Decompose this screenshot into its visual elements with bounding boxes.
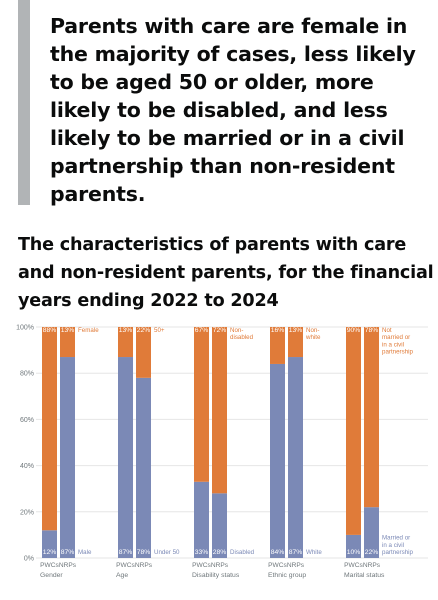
data-label-bottom: 12%	[43, 549, 57, 556]
bar-segment-disabled	[194, 481, 209, 558]
x-category-label: PWCs	[40, 562, 59, 569]
y-tick-label: 0%	[24, 556, 34, 563]
data-label-bottom: 87%	[289, 549, 303, 556]
x-category-label: NRPs	[135, 562, 153, 569]
chart-title: The characteristics of parents with care…	[18, 235, 434, 311]
data-label-bottom: 22%	[365, 549, 379, 556]
bar-segment-male	[60, 357, 75, 558]
x-category-label: PWCs	[268, 562, 287, 569]
x-category-label: PWCs	[344, 562, 363, 569]
x-category-label: NRPs	[59, 562, 77, 569]
bar-segment-married-or-in-a-civil-partnership	[346, 534, 361, 558]
bar-segment-female	[60, 327, 75, 358]
bar-segment-married-or-in-a-civil-partnership	[364, 507, 379, 558]
data-label-top: 90%	[347, 327, 361, 334]
bar-segment-not-married-or-in-a-civil-partnership	[364, 327, 379, 508]
bar-segment-female	[42, 327, 57, 531]
bar-segment-non-white	[288, 327, 303, 358]
stacked-bar-chart: 0%20%40%60%80%100% 88%12%PWCs13%87%NRPsGe…	[16, 325, 428, 579]
bar-segment-non-white	[270, 327, 285, 364]
data-label-top: 72%	[213, 327, 227, 334]
data-label-top: 13%	[119, 327, 133, 334]
x-category-label: PWCs	[116, 562, 135, 569]
callout-bar	[18, 0, 30, 205]
series-label-bottom: Male	[78, 549, 92, 556]
x-category-label: PWCs	[192, 562, 211, 569]
bar-segment-male	[42, 530, 57, 558]
series-label-top: Non-disabled	[230, 327, 254, 341]
data-label-bottom: 28%	[213, 549, 227, 556]
x-group-label: Gender	[40, 572, 63, 579]
bar-segment-disabled	[212, 493, 227, 558]
data-label-bottom: 84%	[271, 549, 285, 556]
series-label-top: Not married or in a civil partnership	[382, 327, 414, 356]
y-tick-label: 40%	[20, 463, 34, 470]
data-label-bottom: 78%	[137, 549, 151, 556]
bar-segment-under-50	[118, 357, 133, 558]
bar-segment-50-	[118, 327, 133, 358]
data-label-top: 13%	[61, 327, 75, 334]
y-tick-label: 100%	[16, 325, 34, 332]
bar-segment-not-married-or-in-a-civil-partnership	[346, 327, 361, 535]
summary-callout: Parents with care are female in the majo…	[50, 14, 416, 206]
bar-segment-non-disabled	[194, 327, 209, 482]
bar-segment-white	[270, 363, 285, 558]
x-group-label: Marital status	[344, 572, 385, 579]
data-label-top: 13%	[289, 327, 303, 334]
series-label-top: Female	[78, 327, 99, 334]
data-label-bottom: 87%	[119, 549, 133, 556]
data-label-bottom: 10%	[347, 549, 361, 556]
y-tick-label: 20%	[20, 509, 34, 516]
data-label-top: 88%	[43, 327, 57, 334]
y-tick-label: 80%	[20, 371, 34, 378]
x-group-label: Age	[116, 572, 128, 579]
y-tick-label: 60%	[20, 417, 34, 424]
bar-segment-white	[288, 357, 303, 558]
x-group-label: Disability status	[192, 572, 240, 579]
bar-segment-50-	[136, 327, 151, 378]
data-label-top: 22%	[137, 327, 151, 334]
series-label-bottom: Under 50	[154, 549, 180, 556]
x-group-label: Ethnic group	[268, 572, 306, 579]
data-label-bottom: 87%	[61, 549, 75, 556]
series-label-bottom: Disabled	[230, 549, 255, 556]
x-category-label: NRPs	[211, 562, 229, 569]
data-label-top: 78%	[365, 327, 379, 334]
bar-segment-non-disabled	[212, 327, 227, 494]
x-category-label: NRPs	[363, 562, 381, 569]
x-category-label: NRPs	[287, 562, 305, 569]
bar-segment-under-50	[136, 377, 151, 558]
series-label-bottom: White	[306, 549, 322, 556]
series-label-top: Non-white	[305, 327, 321, 341]
data-label-top: 16%	[271, 327, 285, 334]
series-label-top: 50+	[154, 327, 165, 334]
data-label-top: 67%	[195, 327, 209, 334]
data-label-bottom: 33%	[195, 549, 209, 556]
series-label-bottom: Married or in a civil partnership	[382, 535, 414, 556]
